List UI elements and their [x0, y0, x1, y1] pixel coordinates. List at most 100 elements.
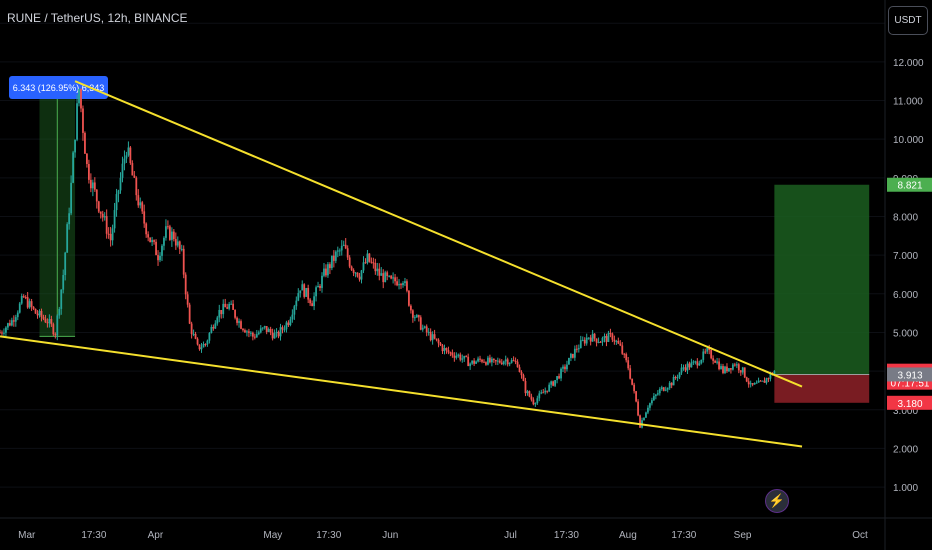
time-axis[interactable]: Mar 17:30 Apr May 17:30 Jun Jul 17:30 Aug 17:30 Se…: [0, 517, 932, 541]
candle: [696, 358, 699, 369]
candle-body: [538, 393, 541, 399]
resistance-trendline[interactable]: [74, 80, 803, 388]
candle: [214, 320, 217, 329]
candle: [7, 322, 9, 331]
candle: [48, 314, 51, 328]
candle-body: [78, 89, 80, 104]
candle: [129, 145, 132, 165]
candle-body: [459, 354, 462, 360]
candle: [627, 356, 630, 371]
candle: [431, 331, 434, 345]
candle: [180, 244, 183, 252]
candle: [378, 263, 381, 281]
candle: [546, 390, 549, 394]
candle-body: [32, 306, 35, 309]
candle-body: [443, 348, 446, 352]
symbol-title[interactable]: RUNE / TetherUS, 12h, BINANCE: [7, 11, 188, 25]
candle-body: [662, 387, 665, 391]
candle-body: [404, 281, 406, 284]
candle-body: [87, 163, 90, 180]
candle: [283, 325, 286, 333]
candle: [761, 380, 764, 382]
candle-body: [441, 345, 444, 352]
candle: [263, 325, 266, 330]
candle-body: [743, 367, 746, 378]
candle: [737, 362, 740, 374]
candle: [611, 332, 614, 343]
candle-body: [240, 321, 242, 329]
long-position-tool[interactable]: [774, 184, 870, 403]
candle-body: [287, 322, 290, 326]
candle: [593, 333, 596, 342]
candle: [366, 249, 369, 265]
candle-body: [696, 361, 699, 366]
candle: [700, 359, 703, 365]
candle-body: [236, 317, 238, 323]
candle: [763, 377, 766, 383]
candle: [68, 207, 71, 230]
candle: [599, 340, 602, 343]
measure-tooltip: [9, 76, 108, 99]
candle-body: [767, 378, 770, 380]
trendlines[interactable]: [0, 80, 803, 448]
candle-body: [394, 277, 396, 282]
candle: [745, 376, 748, 383]
candle: [279, 323, 282, 341]
candle-body: [581, 339, 584, 341]
candle: [542, 388, 545, 394]
candle-body: [720, 366, 722, 370]
candle: [24, 295, 27, 300]
candle-body: [172, 231, 175, 240]
candle-body: [348, 257, 351, 267]
candle-body: [643, 417, 645, 421]
support-trendline[interactable]: [0, 335, 803, 448]
loss-zone[interactable]: [774, 374, 870, 403]
candle-body: [107, 233, 110, 235]
candle: [396, 276, 398, 287]
candle-body: [564, 366, 566, 370]
candle-body: [400, 284, 402, 286]
candle: [702, 348, 705, 363]
candle: [674, 375, 677, 380]
candle-body: [133, 175, 136, 178]
candle: [650, 397, 653, 406]
candle-body: [242, 328, 244, 331]
candle: [662, 386, 665, 392]
candle-body: [48, 319, 51, 324]
candle: [220, 309, 223, 319]
time-axis-label: 17:30: [671, 530, 696, 541]
candle-body: [716, 361, 718, 363]
candle: [490, 356, 493, 367]
candle-body: [10, 320, 13, 326]
candle: [386, 270, 389, 281]
candle-body: [364, 262, 367, 264]
candle-body: [558, 376, 560, 379]
candle: [629, 364, 632, 380]
price-axis[interactable]: 13.00012.00011.00010.0009.0008.0007.0006…: [884, 0, 924, 550]
candle-body: [131, 163, 134, 176]
candle: [125, 151, 128, 163]
candle-body: [103, 216, 106, 218]
time-axis-label: Oct: [852, 530, 868, 541]
candle: [172, 229, 175, 242]
candle-body: [289, 319, 292, 326]
alert-button[interactable]: ⚡: [765, 489, 789, 513]
candle-body: [99, 211, 102, 214]
candle: [60, 289, 63, 315]
currency-button[interactable]: USDT: [888, 6, 928, 35]
candle-body: [496, 360, 499, 362]
candle: [423, 325, 426, 329]
candle: [131, 160, 134, 176]
candle: [251, 331, 254, 341]
candle-body: [352, 270, 355, 273]
candle-body: [396, 281, 398, 286]
candle-body: [22, 296, 25, 298]
candle: [26, 291, 29, 309]
candle: [621, 342, 624, 355]
candle-body: [253, 336, 256, 338]
candle-body: [220, 310, 223, 315]
candle: [30, 298, 33, 311]
profit-zone[interactable]: [774, 184, 870, 375]
